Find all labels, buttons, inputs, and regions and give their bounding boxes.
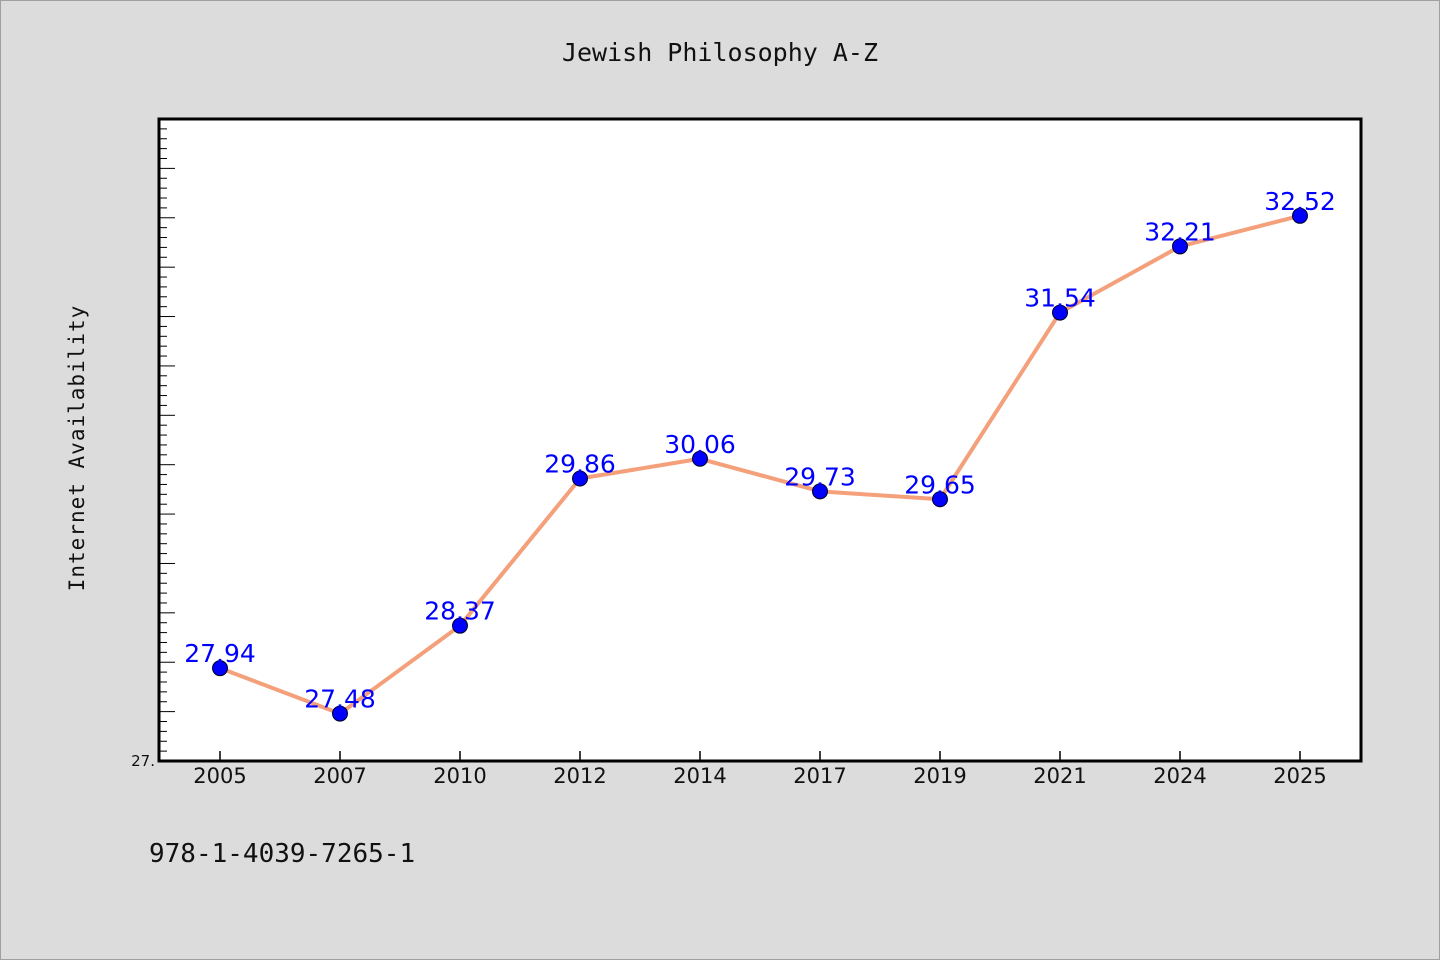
data-point bbox=[1052, 304, 1068, 321]
data-point bbox=[452, 617, 468, 634]
y-tick-label: 27. bbox=[131, 752, 155, 770]
data-point bbox=[212, 660, 228, 677]
data-point bbox=[572, 470, 588, 487]
data-point bbox=[1172, 238, 1188, 255]
data-label: 29.65 bbox=[904, 470, 976, 499]
data-point bbox=[692, 450, 708, 467]
data-point bbox=[932, 491, 948, 508]
data-label: 32.21 bbox=[1144, 217, 1216, 246]
x-tick-label: 2025 bbox=[1273, 764, 1326, 788]
data-label: 30.06 bbox=[664, 430, 736, 459]
x-tick-label: 2024 bbox=[1153, 764, 1206, 788]
x-axis-ticks: 2005 2007 2010 2012 2014 2017 2019 2021 2024 2025 bbox=[193, 751, 1327, 788]
data-label: 31.54 bbox=[1024, 284, 1096, 313]
x-tick-label: 2019 bbox=[913, 764, 966, 788]
x-tick-label: 2007 bbox=[313, 764, 366, 788]
x-tick-label: 2005 bbox=[193, 764, 246, 788]
x-tick-label: 2017 bbox=[793, 764, 846, 788]
data-label: 29.73 bbox=[784, 462, 856, 491]
data-point bbox=[332, 705, 348, 722]
data-point bbox=[1292, 207, 1308, 224]
y-axis-ticks bbox=[159, 118, 175, 762]
x-tick-label: 2014 bbox=[673, 764, 726, 788]
x-tick-label: 2012 bbox=[553, 764, 606, 788]
series-line bbox=[219, 213, 1301, 716]
data-label: 29.86 bbox=[544, 450, 616, 479]
data-label: 32.52 bbox=[1264, 187, 1336, 216]
data-point bbox=[812, 483, 828, 500]
y-axis-label: Internet Availability bbox=[65, 305, 89, 592]
chart-title: Jewish Philosophy A-Z bbox=[562, 38, 878, 67]
series-layer bbox=[212, 207, 1308, 722]
x-tick-label: 2010 bbox=[433, 764, 486, 788]
x-tick-label: 2021 bbox=[1033, 764, 1086, 788]
data-labels: 27.94 27.48 28.37 29.86 30.06 29.73 29.65 31.54… bbox=[184, 187, 1336, 714]
data-label: 28.37 bbox=[424, 597, 496, 626]
data-label: 27.94 bbox=[184, 639, 256, 668]
plot-area bbox=[157, 117, 1363, 763]
footer-isbn: 978-1-4039-7265-1 bbox=[149, 839, 415, 869]
data-label: 27.48 bbox=[304, 685, 376, 714]
